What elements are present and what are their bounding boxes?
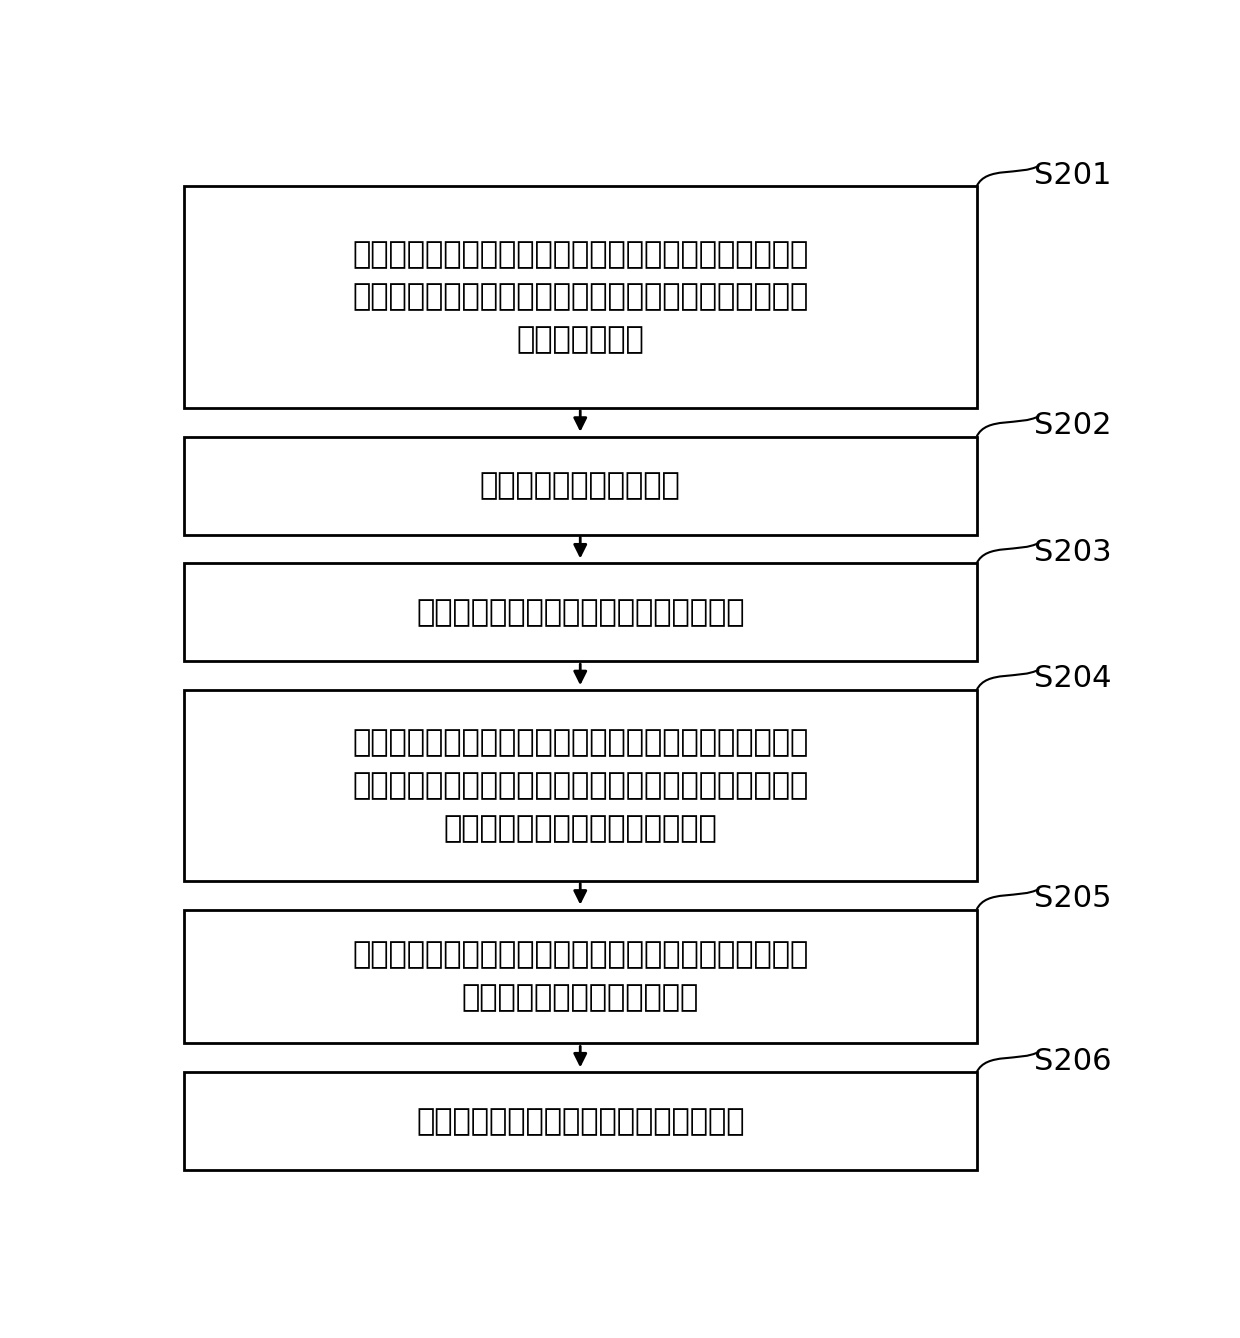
Text: S205: S205 — [1034, 884, 1112, 913]
Bar — [184, 436, 977, 535]
Bar — [184, 186, 977, 408]
Text: S204: S204 — [1034, 665, 1112, 693]
Text: 建立失踪人口声纹库，所述失踪人口声纹库为存储有多个
失踪人口原始声纹以及与所述失踪人口原始声纹对应的标
识信息的数据库: 建立失踪人口声纹库，所述失踪人口声纹库为存储有多个 失踪人口原始声纹以及与所述失… — [352, 240, 808, 355]
Text: S201: S201 — [1034, 161, 1112, 190]
Bar — [184, 910, 977, 1044]
Bar — [184, 563, 977, 661]
Text: S202: S202 — [1034, 411, 1112, 440]
Text: 解析所述待识别语音，以生成相应的声纹: 解析所述待识别语音，以生成相应的声纹 — [415, 598, 744, 626]
Text: 输出采集所述待识别语音的地理位置信息: 输出采集所述待识别语音的地理位置信息 — [415, 1107, 744, 1136]
Text: 将所述待识别语音的声纹与失踪人口声纹库中的失踪人口
原始声纹进行对比，并确定与所述待识别语音的声纹相匹
配的失踪人口原始声纹的比对结果: 将所述待识别语音的声纹与失踪人口声纹库中的失踪人口 原始声纹进行对比，并确定与所… — [352, 728, 808, 843]
Text: S206: S206 — [1034, 1046, 1112, 1076]
Bar — [184, 690, 977, 880]
Text: 根据匹配得到的对比结果，确定所述待识别语音对应的刑
侦对象的为本案中的失踪人口: 根据匹配得到的对比结果，确定所述待识别语音对应的刑 侦对象的为本案中的失踪人口 — [352, 941, 808, 1013]
Text: 接收采集到的待识别语音: 接收采集到的待识别语音 — [480, 471, 681, 500]
Text: S203: S203 — [1034, 538, 1112, 566]
Bar — [184, 1072, 977, 1171]
